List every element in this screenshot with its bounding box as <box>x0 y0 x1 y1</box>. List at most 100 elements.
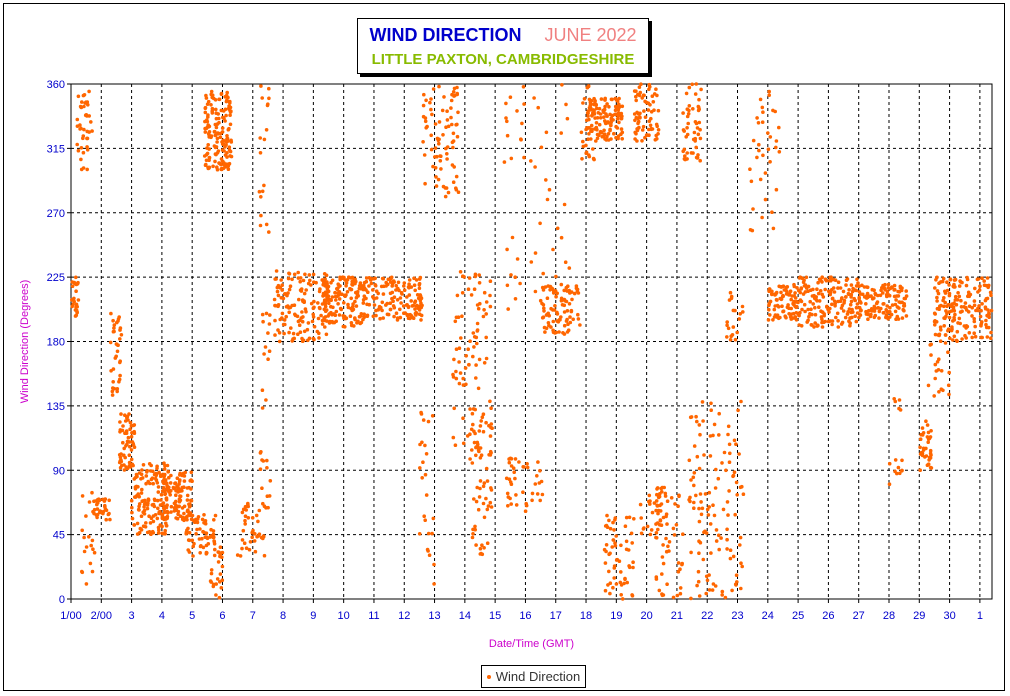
data-point <box>225 98 229 102</box>
data-point <box>286 276 291 281</box>
data-point <box>118 328 122 332</box>
data-point <box>267 322 272 326</box>
data-point <box>331 305 335 310</box>
data-point <box>474 376 478 380</box>
data-point <box>604 543 609 547</box>
data-point <box>965 275 969 280</box>
data-point <box>756 121 761 125</box>
data-point <box>264 222 269 227</box>
data-point <box>314 280 318 285</box>
data-point <box>656 128 661 132</box>
data-point <box>139 491 144 495</box>
data-point <box>533 289 538 294</box>
data-point <box>296 270 301 275</box>
data-point <box>936 291 941 296</box>
data-point <box>437 141 441 146</box>
data-point <box>987 283 991 288</box>
data-point <box>137 530 142 535</box>
data-point <box>551 319 556 324</box>
data-point <box>592 102 596 107</box>
data-point <box>421 114 426 119</box>
data-point <box>218 572 223 576</box>
data-point <box>885 294 889 299</box>
data-point <box>195 527 199 532</box>
data-point <box>898 408 903 412</box>
data-point <box>581 101 585 105</box>
data-point <box>325 282 329 286</box>
data-point <box>131 443 136 447</box>
chart-location: LITTLE PAXTON, CAMBRIDGESHIRE <box>371 51 635 68</box>
data-point <box>288 305 293 310</box>
data-point <box>333 313 338 318</box>
data-point <box>364 279 369 284</box>
data-point <box>484 466 489 471</box>
data-point <box>417 281 422 286</box>
data-point <box>437 84 441 89</box>
data-point <box>264 311 269 316</box>
data-point <box>642 109 646 113</box>
data-point <box>162 477 166 482</box>
data-point <box>435 136 440 141</box>
data-point <box>648 499 652 503</box>
data-point <box>260 388 265 393</box>
data-point <box>985 296 990 301</box>
data-point <box>525 465 530 470</box>
data-point <box>149 469 153 473</box>
data-point <box>430 531 434 536</box>
data-point <box>844 283 848 287</box>
data-point <box>395 298 400 302</box>
data-point <box>228 113 232 117</box>
data-point <box>415 303 419 308</box>
data-point <box>279 278 284 282</box>
data-point <box>724 468 728 473</box>
data-point <box>221 138 225 143</box>
data-point <box>648 85 652 89</box>
data-point <box>645 133 649 137</box>
data-point <box>250 535 254 540</box>
data-point <box>366 290 370 295</box>
data-point <box>380 300 385 305</box>
data-point <box>454 369 458 374</box>
data-point <box>702 530 706 535</box>
data-point <box>449 106 453 110</box>
data-point <box>951 319 955 323</box>
x-tick-label: 27 <box>853 610 865 622</box>
data-point <box>582 97 587 101</box>
data-point <box>124 431 129 436</box>
data-point <box>461 441 466 446</box>
data-point <box>524 501 528 506</box>
data-point <box>198 551 202 555</box>
data-point <box>656 527 660 532</box>
data-point <box>691 107 695 111</box>
data-point <box>509 482 514 487</box>
data-point <box>476 448 481 453</box>
data-point <box>187 502 191 507</box>
data-point <box>253 549 258 554</box>
data-point <box>423 181 427 186</box>
data-point <box>560 303 565 307</box>
data-point <box>952 282 956 287</box>
data-point <box>203 130 208 134</box>
legend-label: Wind Direction <box>495 669 581 684</box>
data-point <box>692 500 696 505</box>
data-point <box>853 298 857 303</box>
data-point <box>633 118 637 123</box>
data-point <box>207 147 211 151</box>
data-point <box>197 537 202 541</box>
data-point <box>641 527 646 531</box>
data-point <box>619 116 624 121</box>
data-point <box>651 100 656 104</box>
data-point <box>704 574 709 579</box>
data-point <box>185 517 189 522</box>
data-point <box>781 309 785 314</box>
data-point <box>327 321 332 325</box>
data-point <box>348 314 353 319</box>
data-point <box>449 115 453 120</box>
data-point <box>414 278 419 282</box>
data-point <box>766 147 771 152</box>
data-point <box>444 125 448 129</box>
data-point <box>198 544 203 549</box>
data-point <box>631 565 635 570</box>
data-point <box>456 190 461 194</box>
data-point <box>161 501 166 505</box>
